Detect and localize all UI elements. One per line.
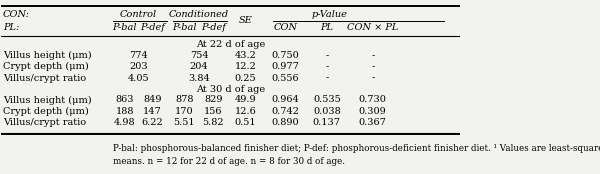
Text: 43.2: 43.2 [235, 51, 256, 60]
Text: 4.05: 4.05 [128, 74, 149, 82]
Text: P-bal: phosphorous-balanced finisher diet; P-def: phosphorous-deficient finisher: P-bal: phosphorous-balanced finisher die… [113, 144, 600, 153]
Text: 3.84: 3.84 [188, 74, 210, 82]
Text: Control: Control [120, 10, 157, 19]
Text: -: - [371, 51, 374, 60]
Text: 156: 156 [204, 107, 223, 116]
Text: 204: 204 [190, 62, 208, 71]
Text: At 22 d of age: At 22 d of age [196, 40, 265, 49]
Text: CON × PL: CON × PL [347, 23, 398, 32]
Text: 0.137: 0.137 [313, 118, 341, 127]
Text: 0.535: 0.535 [313, 96, 341, 105]
Text: 5.82: 5.82 [203, 118, 224, 127]
Text: Conditioned: Conditioned [169, 10, 229, 19]
Text: 0.309: 0.309 [359, 107, 386, 116]
Text: 0.742: 0.742 [271, 107, 299, 116]
Text: P-bal: P-bal [112, 23, 137, 32]
Text: P-def: P-def [140, 23, 165, 32]
Text: SE: SE [239, 15, 253, 25]
Text: Villus height (μm): Villus height (μm) [3, 95, 92, 105]
Text: -: - [325, 62, 328, 71]
Text: 0.750: 0.750 [272, 51, 299, 60]
Text: 0.964: 0.964 [272, 96, 299, 105]
Text: 203: 203 [129, 62, 148, 71]
Text: 6.22: 6.22 [142, 118, 163, 127]
Text: 12.6: 12.6 [235, 107, 256, 116]
Text: 849: 849 [143, 96, 161, 105]
Text: Crypt depth (μm): Crypt depth (μm) [3, 62, 89, 71]
Text: 12.2: 12.2 [235, 62, 256, 71]
Text: 49.9: 49.9 [235, 96, 256, 105]
Text: 5.51: 5.51 [173, 118, 195, 127]
Text: 0.977: 0.977 [272, 62, 299, 71]
Text: At 30 d of age: At 30 d of age [196, 85, 265, 94]
Text: Crypt depth (μm): Crypt depth (μm) [3, 107, 89, 116]
Text: CON:: CON: [3, 10, 30, 19]
Text: 0.367: 0.367 [359, 118, 386, 127]
Text: 863: 863 [115, 96, 134, 105]
Text: Villus/crypt ratio: Villus/crypt ratio [3, 74, 86, 82]
Text: means. n = 12 for 22 d of age. n = 8 for 30 d of age.: means. n = 12 for 22 d of age. n = 8 for… [113, 157, 345, 166]
Text: 170: 170 [175, 107, 194, 116]
Text: 188: 188 [115, 107, 134, 116]
Text: P-bal: P-bal [172, 23, 197, 32]
Text: PL:: PL: [3, 23, 19, 32]
Text: 0.038: 0.038 [313, 107, 341, 116]
Text: 0.890: 0.890 [272, 118, 299, 127]
Text: 0.51: 0.51 [235, 118, 256, 127]
Text: 4.98: 4.98 [114, 118, 136, 127]
Text: 829: 829 [204, 96, 223, 105]
Text: P-def: P-def [201, 23, 226, 32]
Text: 147: 147 [143, 107, 161, 116]
Text: 754: 754 [190, 51, 208, 60]
Text: -: - [325, 74, 328, 82]
Text: PL: PL [320, 23, 334, 32]
Text: Villus height (μm): Villus height (μm) [3, 51, 92, 60]
Text: 0.25: 0.25 [235, 74, 256, 82]
Text: 0.556: 0.556 [272, 74, 299, 82]
Text: Villus/crypt ratio: Villus/crypt ratio [3, 118, 86, 127]
Text: CON: CON [274, 23, 298, 32]
Text: p-Value: p-Value [311, 10, 347, 19]
Text: -: - [325, 51, 328, 60]
Text: -: - [371, 62, 374, 71]
Text: -: - [371, 74, 374, 82]
Text: 878: 878 [175, 96, 194, 105]
Text: 774: 774 [129, 51, 148, 60]
Text: 0.730: 0.730 [359, 96, 386, 105]
